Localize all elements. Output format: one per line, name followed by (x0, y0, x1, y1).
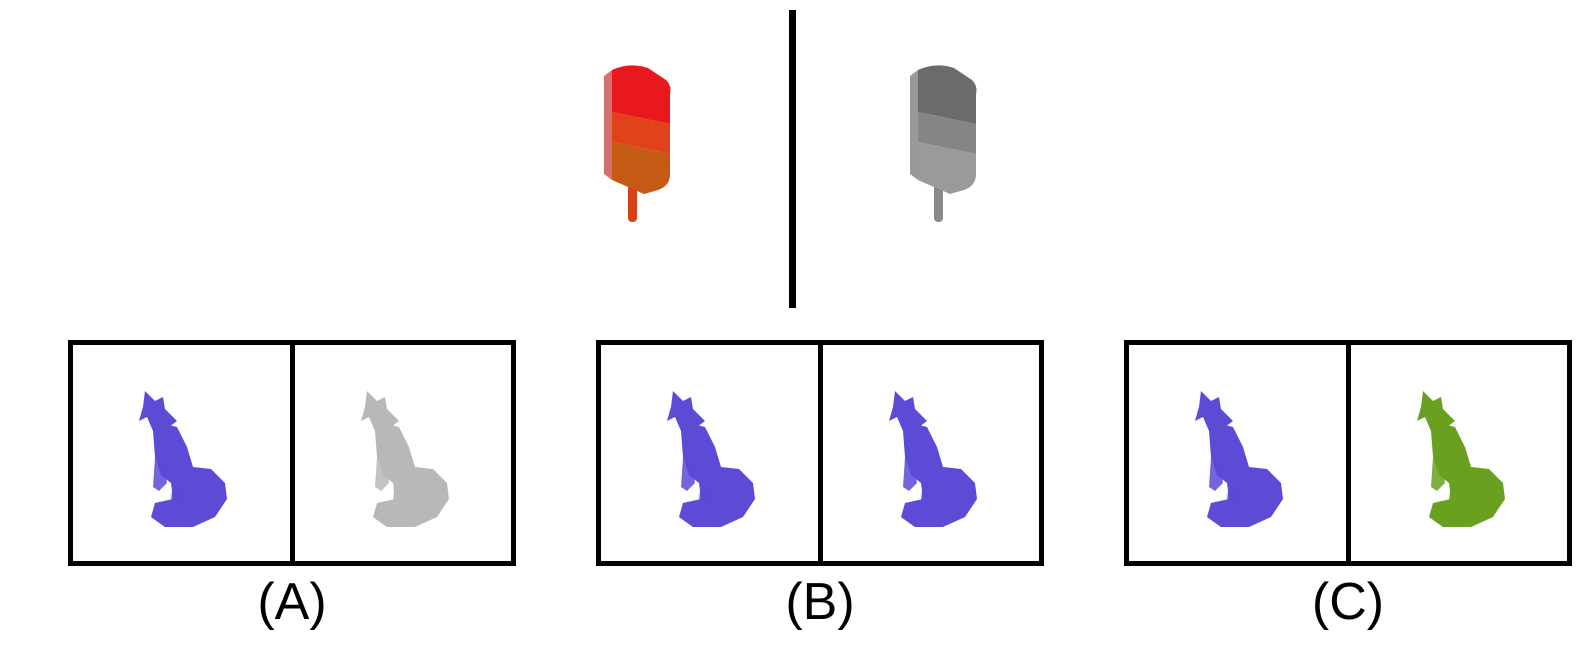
popsicle-gray-svg (910, 65, 977, 222)
option-a-label: (A) (257, 573, 327, 631)
option-c-label: (C) (1311, 573, 1385, 631)
fox-blue-icon (661, 387, 761, 533)
fox-green-icon (1411, 387, 1511, 533)
fox-blue-icon (133, 387, 233, 533)
fox-blue-icon (883, 387, 983, 533)
option-a-left-cell (73, 345, 295, 561)
option-b-left-cell (601, 345, 823, 561)
option-b[interactable] (596, 340, 1044, 566)
option-a-right-cell (295, 345, 512, 561)
popsicle-gray-icon (906, 62, 988, 228)
option-a[interactable] (68, 340, 516, 566)
option-c-left-cell (1129, 345, 1351, 561)
example-divider (789, 10, 796, 308)
popsicle-colored-icon (600, 62, 682, 228)
fox-blue-icon (1189, 387, 1289, 533)
fox-gray-icon (355, 387, 455, 533)
popsicle-colored-svg (604, 65, 671, 222)
option-b-right-cell (823, 345, 1040, 561)
option-b-label: (B) (785, 573, 855, 631)
option-c[interactable] (1124, 340, 1572, 566)
option-c-right-cell (1351, 345, 1568, 561)
